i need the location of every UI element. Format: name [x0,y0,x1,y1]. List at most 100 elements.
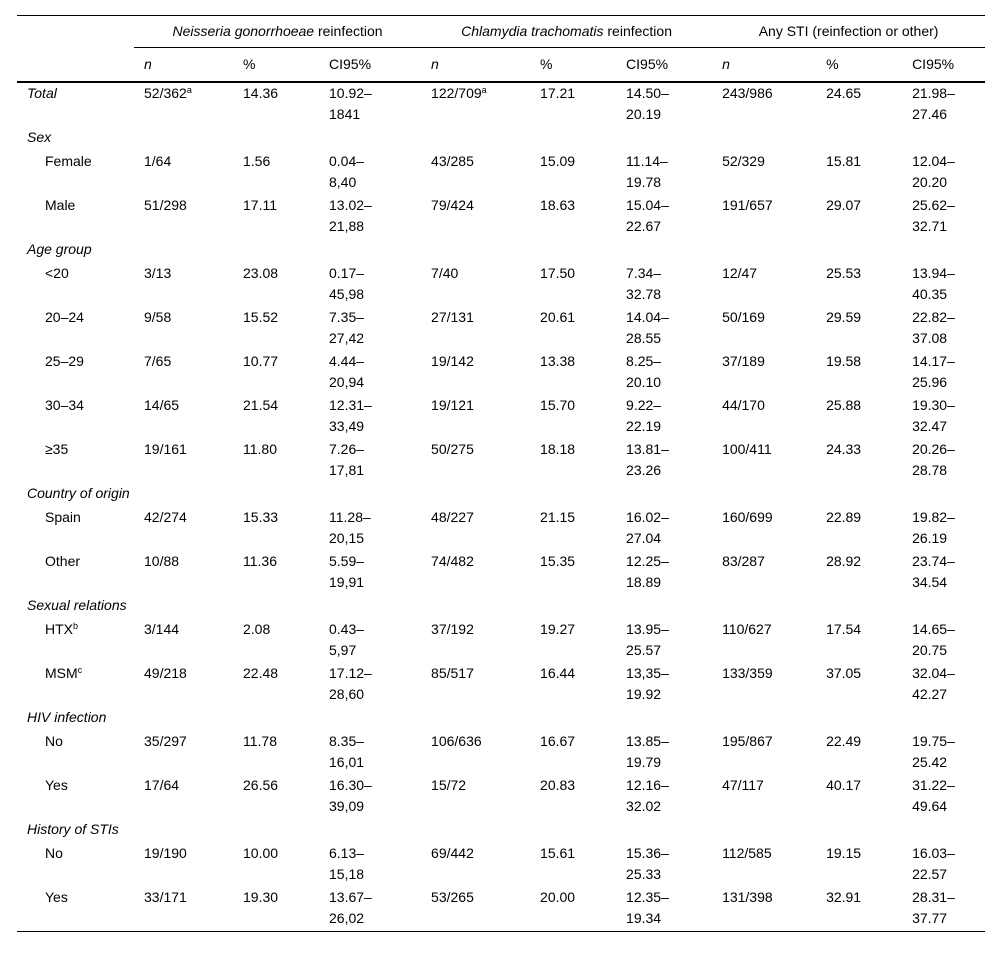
table-row: 30–34 14/65 21.54 12.31–33,49 19/121 15.70 9.2… [17,395,985,439]
n-cell: 3/13 [134,263,233,307]
ci95-cell: 9.22–22.19 [616,395,712,439]
n-value: 131/398 [722,889,773,905]
n-value: 10/88 [144,553,180,569]
category-heading-row: Sexual relations [17,595,985,619]
ci95-value: 13.81–23.26 [626,441,669,478]
empty-corner-cell [17,16,134,48]
percent-cell: 17.21 [540,85,576,101]
organism-name: Chlamydia trachomatis [461,23,604,39]
category-heading-row: Sex [17,127,985,151]
ci95-value: 8.35–16,01 [329,733,365,770]
subheader-n: n [421,47,531,83]
n-value: 100/411 [722,441,772,457]
ci95-value: 16.03–22.57 [912,845,955,882]
category-heading-row: History of STIs [17,819,985,843]
subheader-percent: % [233,47,319,83]
footnote-marker: b [73,621,79,631]
ci95-value: 12.35–19.34 [626,889,669,926]
row-label: No [17,731,134,775]
n-value: 19/161 [144,441,187,457]
n-value: 15/72 [431,777,467,793]
ci95-cell: 23.74–34.54 [902,551,985,595]
row-label-text: Spain [45,509,81,525]
group-label: reinfection [603,23,672,39]
n-value: 112/585 [722,845,772,861]
ci95-cell: 5.59–19,91 [319,551,421,595]
ci95-value: 13.02–21,88 [329,197,372,234]
n-value: 9/58 [144,309,172,325]
ci95-value: 14.65–20.75 [912,621,955,658]
ci95-value: 9.22–22.19 [626,397,662,434]
group-neisseria-gonorrhoeae-header: Neisseria gonorrhoeae reinfection [134,15,422,48]
table-row: No 19/190 10.00 6.13–15,18 69/442 15.61 15.36–… [17,843,985,887]
empty-cell [134,819,985,843]
row-label-text: Male [45,197,76,213]
ci95-value: 17.12–28,60 [329,665,372,702]
percent-cell: 17.50 [540,265,576,281]
row-label-text: Total [27,85,57,101]
ci95-cell: 13.67–26,02 [319,887,421,932]
ci95-value: 5.59–19,91 [329,553,365,590]
percent-cell: 25.53 [826,265,862,281]
row-label: 30–34 [17,395,134,439]
n-cell: 85/517 [421,663,530,707]
category-label: HIV infection [17,707,134,731]
n-value: 19/142 [431,353,474,369]
ci95-value: 12.25–18.89 [626,553,669,590]
subheader-row: n% CI95% n% CI95% n% CI95% [17,47,986,83]
ci95-value: 19.75–25.42 [912,733,955,770]
n-cell: 52/329 [712,151,816,195]
percent-cell: 16.67 [540,733,576,749]
n-value: 19/190 [144,845,187,861]
n-value: 35/297 [144,733,187,749]
n-cell: 37/192 [421,619,530,663]
category-label: Sexual relations [17,595,134,619]
footnote-marker: a [481,85,487,95]
ci95-value: 19.30–32.47 [912,397,955,434]
row-label-text: Sexual relations [27,597,127,613]
subheader-percent: % [530,47,617,83]
category-label: Country of origin [17,483,134,507]
sti-reinfection-table: Neisseria gonorrhoeae reinfection Chlamyd… [17,15,986,932]
n-cell: 35/297 [134,731,233,775]
ci95-cell: 14.04–28.55 [616,307,712,351]
row-label: Yes [17,887,134,932]
n-cell: 51/298 [134,195,233,239]
ci95-value: 7.35–27,42 [329,309,365,346]
n-value: 50/275 [431,441,474,457]
row-label-text: Yes [45,889,68,905]
row-label-text: Yes [45,777,68,793]
n-value: 12/47 [722,265,758,281]
ci95-cell: 12.16–32.02 [616,775,712,819]
row-label: Male [17,195,134,239]
n-cell: 3/144 [134,619,233,663]
group-label: Any STI (reinfection or other) [758,23,939,39]
ci95-cell: 12.04–20.20 [902,151,985,195]
ci95-cell: 12.35–19.34 [616,887,712,932]
n-cell: 110/627 [712,619,816,663]
ci95-cell: 32.04–42.27 [902,663,985,707]
n-value: 85/517 [431,665,474,681]
table-row: MSMc 49/218 22.48 17.12–28,60 85/517 16.44 13,… [17,663,985,707]
n-cell: 83/287 [712,551,816,595]
ci95-cell: 13.81–23.26 [616,439,712,483]
percent-cell: 20.83 [540,777,576,793]
percent-cell: 15.33 [243,509,279,525]
ci95-cell: 21.98–27.46 [902,82,985,127]
ci95-value: 14.04–28.55 [626,309,669,346]
ci95-cell: 11.14–19.78 [616,151,712,195]
n-value: 243/986 [722,85,773,101]
ci95-value: 25.62–32.71 [912,197,955,234]
percent-cell: 19.15 [826,845,862,861]
ci95-value: 7.34–32.78 [626,265,662,302]
ci95-cell: 14.17–25.96 [902,351,985,395]
table-row: 25–29 7/65 10.77 4.44–20,94 19/142 13.38 8.25–… [17,351,985,395]
percent-cell: 24.65 [826,85,862,101]
n-value: 7/65 [144,353,172,369]
row-label: MSMc [17,663,134,707]
percent-cell: 14.36 [243,85,279,101]
n-cell: 12/47 [712,263,816,307]
ci95-value: 4.44–20,94 [329,353,365,390]
percent-cell: 37.05 [826,665,862,681]
ci95-value: 16.30–39,09 [329,777,372,814]
